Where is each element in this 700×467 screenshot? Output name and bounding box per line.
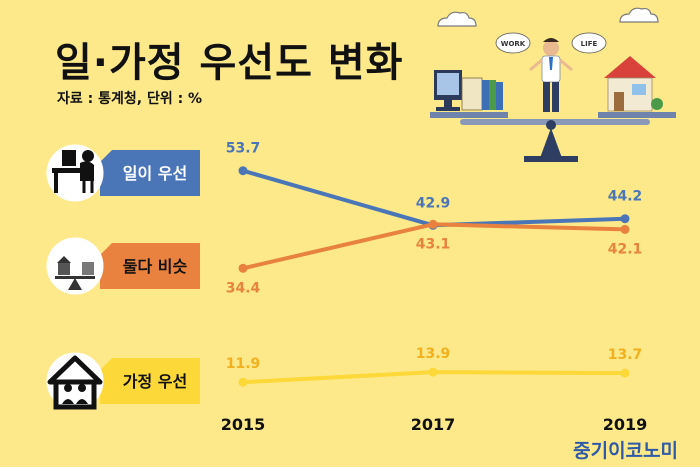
legend-badge bbox=[100, 243, 200, 289]
legend-badge bbox=[100, 358, 200, 404]
data-point bbox=[428, 219, 438, 229]
data-label: 53.7 bbox=[226, 141, 261, 157]
bubble-life-text: LIFE bbox=[581, 40, 598, 48]
data-label: 42.1 bbox=[608, 241, 643, 257]
balance-illustration-icon: WORK LIFE bbox=[430, 32, 676, 162]
data-point bbox=[238, 263, 248, 273]
data-label: 13.9 bbox=[416, 346, 451, 362]
scale-glyph-icon bbox=[55, 256, 95, 290]
house-glyph-icon bbox=[47, 355, 103, 410]
brand-logo-text: 중기이코노미 bbox=[573, 440, 678, 462]
balance-scale-icon bbox=[46, 237, 104, 295]
badge-corner-cut bbox=[100, 358, 112, 370]
data-point bbox=[620, 214, 630, 224]
legend-label: 둘다 비슷 bbox=[123, 257, 188, 276]
data-label: 44.2 bbox=[608, 189, 643, 205]
data-point bbox=[428, 367, 438, 377]
data-label: 34.4 bbox=[226, 280, 261, 296]
data-point bbox=[238, 166, 248, 176]
legend-label: 일이 우선 bbox=[123, 164, 187, 183]
badge-corner-cut bbox=[100, 150, 112, 162]
series-lines bbox=[238, 166, 630, 387]
data-labels: 53.7 42.9 44.2 34.4 43.1 42.1 11.9 13.9 13.7 bbox=[226, 141, 643, 373]
x-tick-label: 2019 bbox=[603, 415, 648, 434]
data-label: 42.9 bbox=[416, 195, 451, 211]
cloud-icon bbox=[437, 7, 659, 27]
chart-subtitle: 자료 : 통계청, 단위 : % bbox=[57, 91, 203, 107]
x-tick-label: 2015 bbox=[221, 415, 266, 434]
legend-badge bbox=[100, 150, 200, 196]
x-axis: 2015 2017 2019 bbox=[221, 415, 648, 434]
data-label: 43.1 bbox=[416, 236, 451, 252]
x-tick-label: 2017 bbox=[411, 415, 456, 434]
data-label: 11.9 bbox=[226, 356, 261, 372]
legend-label: 가정 우선 bbox=[123, 372, 187, 391]
data-label: 13.7 bbox=[608, 347, 643, 363]
bubble-work-text: WORK bbox=[501, 40, 526, 48]
data-point bbox=[238, 377, 248, 387]
badge-corner-cut bbox=[100, 243, 112, 255]
chart-title: 일·가정 우선도 변화 bbox=[55, 40, 404, 86]
data-point bbox=[620, 224, 630, 234]
data-point bbox=[620, 368, 630, 378]
worker-desk-glyph-icon bbox=[52, 150, 94, 193]
